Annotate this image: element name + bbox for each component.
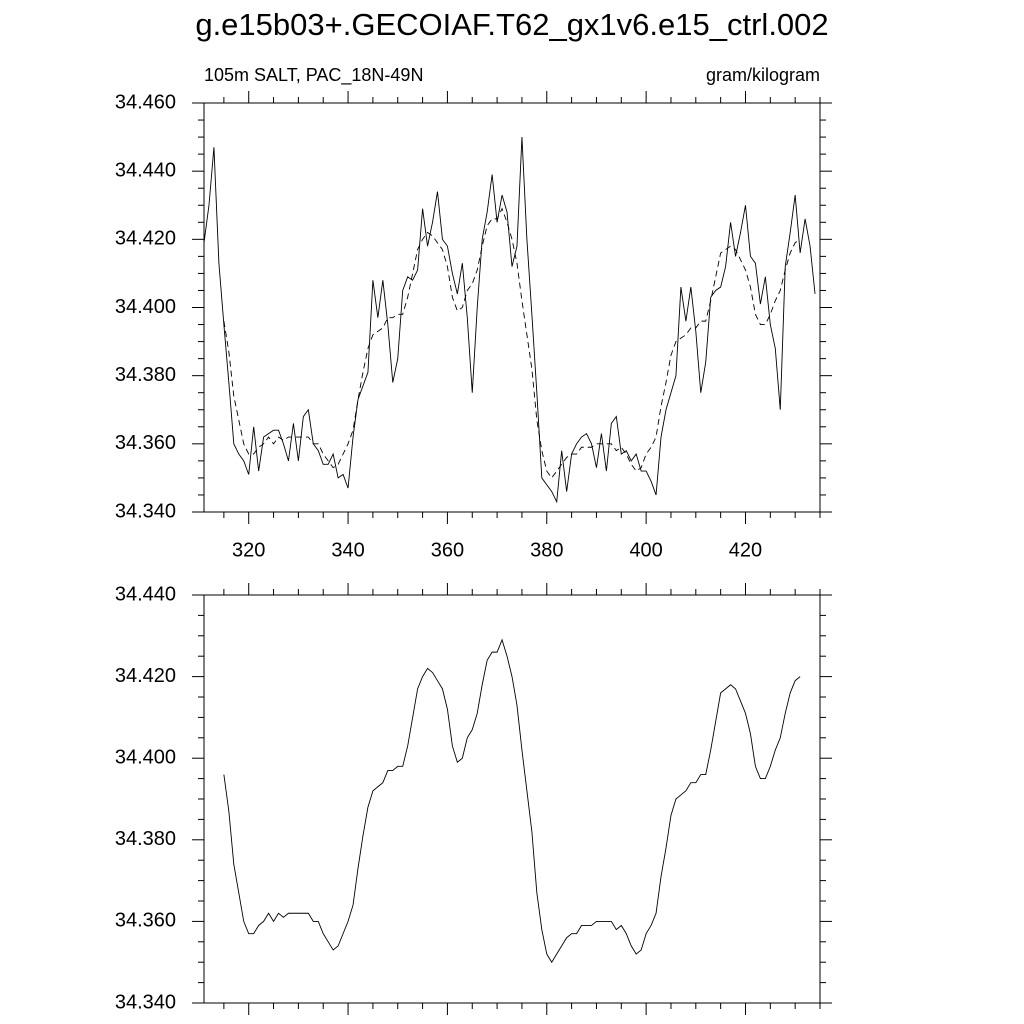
y-tick-label: 34.340 [115, 991, 176, 1013]
y-tick-label: 34.400 [115, 296, 176, 318]
chart-title: g.e15b03+.GECOIAF.T62_gx1v6.e15_ctrl.002 [195, 7, 828, 42]
right-subtitle: gram/kilogram [706, 65, 820, 85]
y-tick-label: 34.420 [115, 228, 176, 250]
y-tick-label: 34.440 [115, 583, 176, 605]
y-tick-label: 34.380 [115, 364, 176, 386]
y-tick-label: 34.420 [115, 665, 176, 687]
x-tick-label: 400 [629, 539, 662, 561]
x-tick-label: 320 [232, 539, 265, 561]
x-tick-label: 420 [729, 539, 762, 561]
y-tick-label: 34.400 [115, 746, 176, 768]
data-line [203, 137, 816, 504]
y-tick-label: 34.360 [115, 432, 176, 454]
left-subtitle: 105m SALT, PAC_18N-49N [204, 65, 423, 86]
x-tick-label: 380 [530, 539, 563, 561]
y-tick-label: 34.440 [115, 159, 176, 181]
data-line [223, 638, 801, 964]
y-tick-label: 34.360 [115, 910, 176, 932]
y-tick-label: 34.340 [115, 500, 176, 522]
plot-frame [203, 102, 821, 513]
y-tick-label: 34.460 [115, 91, 176, 113]
data-line [223, 207, 801, 479]
plot-frame [203, 594, 821, 1004]
x-tick-label: 340 [331, 539, 364, 561]
y-tick-label: 34.380 [115, 828, 176, 850]
x-tick-label: 360 [431, 539, 464, 561]
